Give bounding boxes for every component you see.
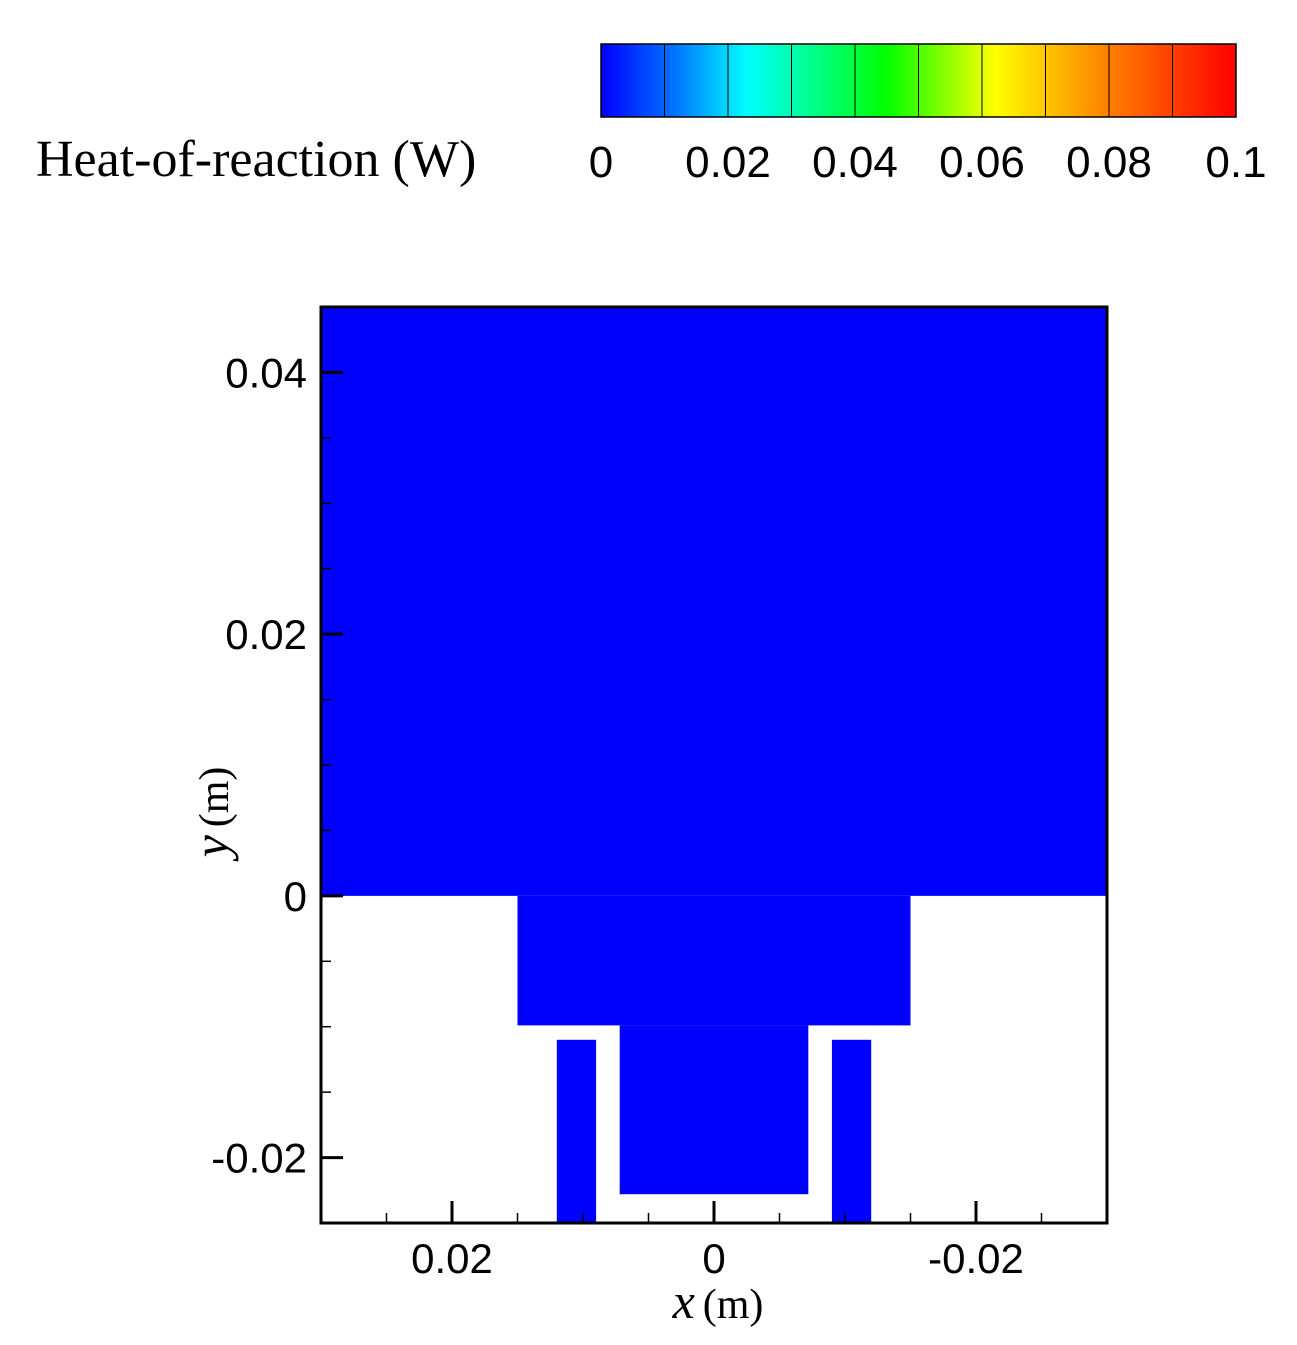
computational-domain — [321, 307, 1107, 1223]
colorbar-tick-label: 0.06 — [939, 138, 1025, 187]
colorbar: Heat-of-reaction (W) 0 0.02 0.04 0.06 0.08 0.… — [36, 43, 1267, 188]
colorbar-level-dividers — [664, 44, 1173, 117]
x-axis-title: x (m) — [672, 1273, 764, 1329]
domain-region-central-core — [619, 1025, 809, 1195]
colorbar-tick-label: 0 — [589, 138, 613, 187]
y-axis-variable: y — [183, 834, 239, 862]
y-tick-label: 0 — [284, 873, 307, 920]
colorbar-tick-label: 0.02 — [685, 138, 771, 187]
x-tick-label: -0.02 — [928, 1235, 1024, 1282]
domain-region-left-annulus — [556, 1039, 597, 1223]
y-axis-title: y (m) — [183, 767, 239, 863]
x-axis-ticks: 0.02 0 -0.02 — [320, 1201, 1108, 1282]
colorbar-label: Heat-of-reaction (W) — [36, 131, 476, 188]
plot-area: 0.02 0 -0.02 0.04 0.02 0 -0.02 — [211, 305, 1109, 1282]
y-tick-label: 0.02 — [225, 611, 307, 658]
x-tick-label: 0.02 — [411, 1235, 493, 1282]
x-axis-unit: (m) — [703, 1282, 764, 1328]
colorbar-tick-label: 0.04 — [812, 138, 898, 187]
y-axis-ticks: 0.04 0.02 0 -0.02 — [211, 306, 343, 1224]
y-tick-label: 0.04 — [225, 349, 307, 396]
domain-region-upper-chamber — [321, 307, 1107, 896]
y-tick-label: -0.02 — [211, 1135, 307, 1182]
domain-region-recess — [517, 895, 911, 1026]
x-axis-variable: x — [672, 1273, 695, 1329]
x-tick-label: 0 — [702, 1235, 725, 1282]
domain-region-right-annulus — [831, 1039, 872, 1223]
colorbar-tick-label: 0.1 — [1205, 138, 1266, 187]
colorbar-tick-labels: 0 0.02 0.04 0.06 0.08 0.1 — [589, 138, 1267, 187]
y-axis-unit: (m) — [192, 767, 238, 828]
colorbar-tick-label: 0.08 — [1066, 138, 1152, 187]
